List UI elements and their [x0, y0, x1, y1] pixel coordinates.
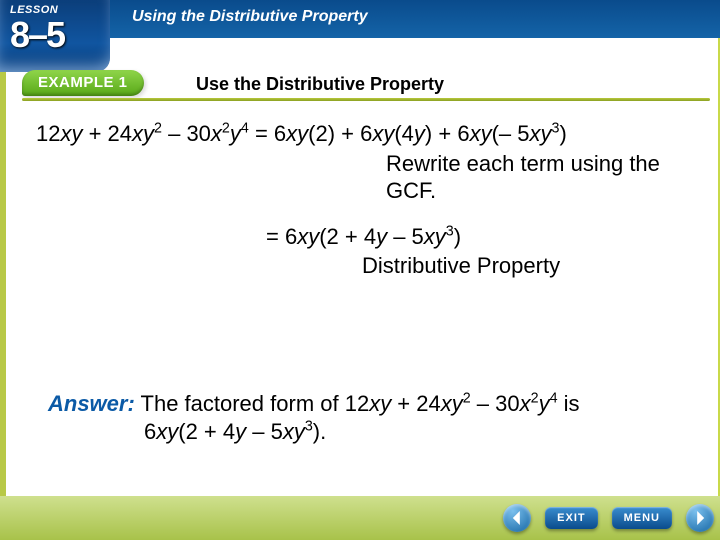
section-title: Use the Distributive Property: [196, 74, 444, 95]
lesson-tab: LESSON 8–5: [0, 0, 110, 72]
example-tab-label: EXAMPLE 1: [38, 74, 128, 91]
answer-line1: The factored form of 12xy + 24xy2 – 30x2…: [141, 391, 580, 416]
exit-button[interactable]: EXIT: [545, 507, 597, 529]
slide-container: LESSON 8–5 Using the Distributive Proper…: [0, 0, 720, 540]
worked-content: 12xy + 24xy2 – 30x2y4 = 6xy(2) + 6xy(4y)…: [36, 120, 696, 280]
step2-explanation: Distributive Property: [362, 252, 696, 280]
step1-rhs: = 6xy(2) + 6xy(4y) + 6xy(– 5xy3): [255, 121, 567, 146]
menu-button[interactable]: MENU: [612, 507, 672, 529]
answer-line2: 6xy(2 + 4y – 5xy3).: [144, 418, 688, 446]
answer-label: Answer:: [48, 391, 135, 416]
chevron-left-icon: [510, 511, 524, 525]
step1-line: 12xy + 24xy2 – 30x2y4 = 6xy(2) + 6xy(4y)…: [36, 120, 696, 148]
lhs: 12xy + 24xy2 – 30x2y4: [36, 121, 255, 146]
bottom-nav-bar: EXIT MENU: [0, 496, 720, 540]
step1-explanation: Rewrite each term using the GCF.: [386, 150, 696, 205]
section-underline: [22, 98, 710, 101]
banner-title: Using the Distributive Property: [132, 8, 368, 26]
prev-button[interactable]: [503, 504, 531, 532]
step2-line: = 6xy(2 + 4y – 5xy3): [266, 223, 696, 251]
answer-block: Answer: The factored form of 12xy + 24xy…: [48, 390, 688, 445]
left-accent-stripe: [0, 38, 6, 500]
chevron-right-icon: [693, 511, 707, 525]
lesson-number: 8–5: [10, 14, 64, 56]
next-button[interactable]: [686, 504, 714, 532]
example-tab: EXAMPLE 1: [22, 70, 144, 96]
